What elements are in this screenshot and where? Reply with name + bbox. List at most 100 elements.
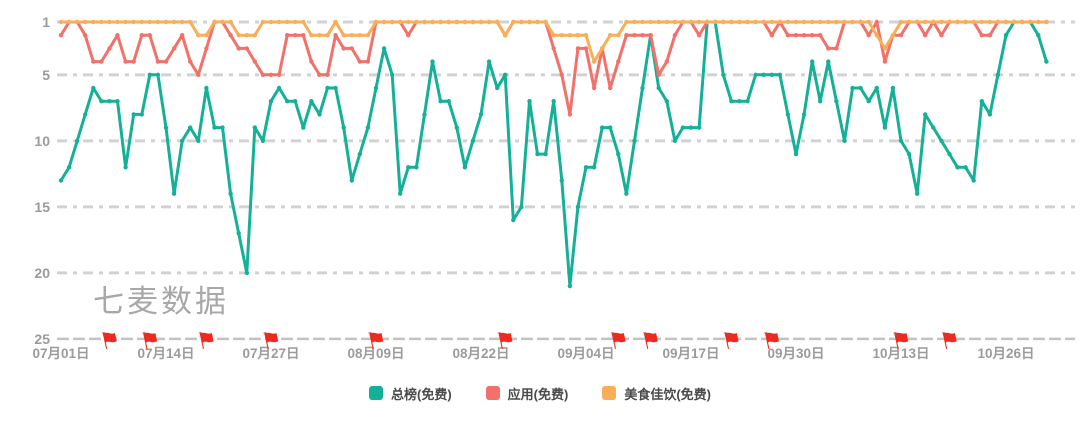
- event-flag-icon[interactable]: ⚑: [493, 325, 519, 355]
- data-point: [656, 72, 661, 78]
- data-point: [898, 19, 904, 25]
- x-axis-tick-label: 07月27日: [242, 346, 299, 361]
- data-point: [188, 19, 193, 25]
- data-point: [1011, 19, 1017, 25]
- data-point: [478, 112, 484, 117]
- data-point: [858, 19, 863, 25]
- event-flag-icon[interactable]: ⚑: [137, 325, 163, 355]
- event-flag-icon[interactable]: ⚑: [719, 325, 745, 355]
- data-point: [939, 138, 944, 143]
- data-point: [285, 99, 290, 104]
- data-point: [99, 59, 104, 64]
- data-point: [188, 59, 193, 64]
- data-point: [139, 33, 144, 38]
- x-axis-tick-label: 10月13日: [872, 346, 929, 361]
- data-point: [309, 33, 314, 38]
- event-flag-icon[interactable]: ⚑: [638, 325, 664, 355]
- data-point: [276, 72, 282, 78]
- data-point: [414, 165, 419, 170]
- event-flag-icon[interactable]: ⚑: [937, 325, 963, 355]
- data-point: [761, 19, 766, 25]
- data-point: [115, 19, 120, 25]
- data-point: [66, 19, 72, 25]
- series-line-overall-free: [59, 20, 1048, 288]
- data-point: [979, 33, 984, 38]
- data-point: [260, 138, 266, 143]
- data-point: [147, 72, 152, 78]
- data-point: [1020, 19, 1025, 25]
- x-axis-tick-label: 08月09日: [347, 346, 404, 361]
- data-point: [987, 19, 993, 25]
- legend-item-apps-free[interactable]: 应用(免费): [485, 384, 569, 403]
- data-point: [793, 151, 799, 157]
- legend-label: 应用(免费): [507, 386, 569, 402]
- event-flag-icon[interactable]: ⚑: [194, 325, 220, 355]
- data-point: [777, 72, 783, 78]
- data-point: [163, 125, 169, 130]
- data-point: [1044, 59, 1049, 64]
- data-point: [511, 19, 516, 25]
- data-point: [91, 85, 96, 91]
- data-point: [236, 231, 241, 236]
- data-point: [656, 19, 661, 25]
- data-point: [535, 151, 540, 157]
- data-point: [398, 19, 403, 25]
- data-point: [931, 19, 936, 25]
- legend-item-food-drink-free[interactable]: 美食佳饮(免费): [602, 384, 711, 403]
- data-point: [341, 125, 346, 130]
- data-point: [842, 138, 847, 143]
- event-flag-icon[interactable]: ⚑: [889, 325, 915, 355]
- event-flag-icon[interactable]: ⚑: [606, 325, 632, 355]
- data-point: [963, 165, 968, 170]
- data-point: [276, 85, 282, 91]
- data-point: [341, 33, 346, 38]
- data-point: [317, 112, 322, 117]
- data-point: [414, 19, 419, 25]
- data-point: [486, 19, 492, 25]
- data-point: [995, 72, 1001, 78]
- event-flag-icon[interactable]: ⚑: [97, 325, 123, 355]
- x-axis-tick-label: 09月04日: [557, 346, 614, 361]
- data-point: [333, 19, 338, 25]
- data-point: [171, 19, 177, 25]
- data-point: [1036, 19, 1041, 25]
- data-point: [171, 191, 177, 196]
- data-point: [204, 46, 209, 51]
- x-axis-tick-label: 09月17日: [662, 346, 719, 361]
- data-point: [810, 59, 815, 64]
- data-point: [373, 19, 379, 25]
- data-point: [341, 46, 346, 51]
- data-point: [688, 19, 694, 25]
- data-point: [672, 33, 678, 38]
- data-point: [923, 19, 928, 25]
- data-point: [882, 46, 888, 51]
- data-point: [252, 125, 257, 130]
- data-point: [955, 19, 960, 25]
- data-point: [285, 19, 290, 25]
- legend-item-overall-free[interactable]: 总榜(免费): [368, 384, 452, 403]
- data-point: [66, 165, 72, 170]
- data-point: [83, 19, 88, 25]
- data-point: [293, 99, 298, 104]
- data-point: [406, 165, 411, 170]
- data-point: [163, 19, 169, 25]
- data-point: [58, 178, 64, 183]
- y-axis-tick-label: 25: [34, 331, 50, 347]
- data-point: [979, 19, 984, 25]
- series-points-overall-free: [58, 19, 1049, 289]
- data-point: [721, 19, 726, 25]
- data-point: [325, 33, 330, 38]
- event-flag-icon[interactable]: ⚑: [364, 325, 390, 355]
- data-point: [147, 33, 152, 38]
- data-point: [583, 165, 589, 170]
- data-point: [680, 19, 686, 25]
- data-point: [995, 19, 1001, 25]
- event-flag-icon[interactable]: ⚑: [259, 325, 285, 355]
- event-flag-icon[interactable]: ⚑: [759, 325, 785, 355]
- data-point: [244, 270, 249, 276]
- data-point: [769, 72, 774, 78]
- data-point: [713, 19, 718, 25]
- data-point: [1003, 19, 1009, 25]
- data-point: [438, 19, 443, 25]
